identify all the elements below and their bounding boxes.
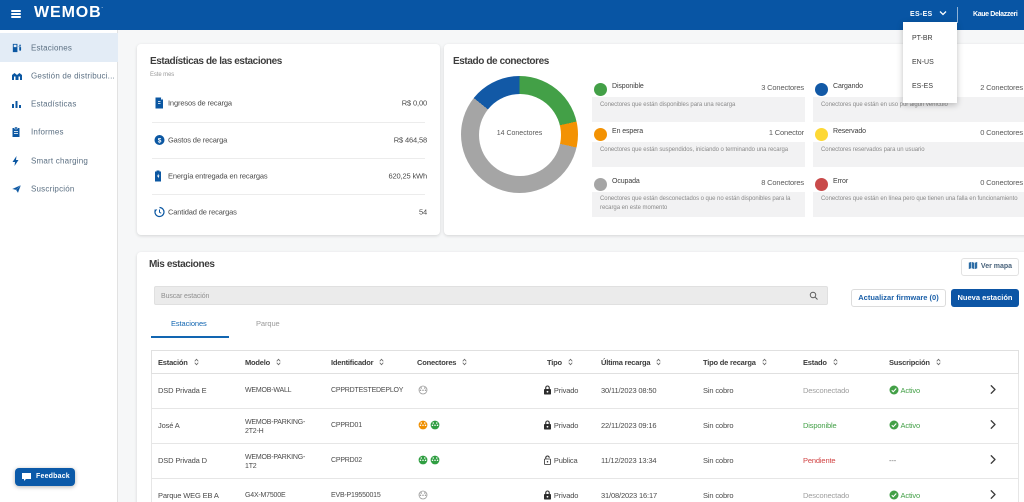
svg-text:$: $ bbox=[158, 137, 162, 144]
